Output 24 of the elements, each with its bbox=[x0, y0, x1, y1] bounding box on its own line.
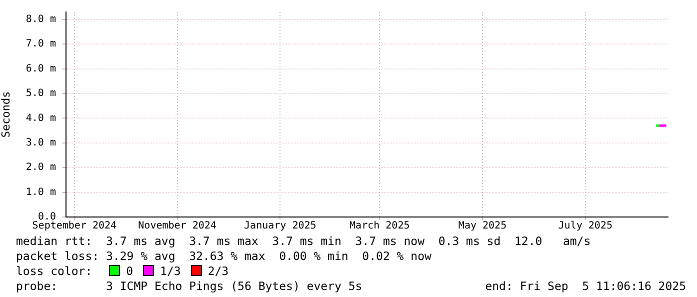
y-tick-label: 1.0 m bbox=[26, 186, 56, 198]
legend-title: loss color: bbox=[16, 264, 94, 278]
x-tick-label: March 2025 bbox=[350, 220, 410, 232]
y-tick-label: 0.0 bbox=[38, 212, 56, 223]
y-tick-label: 3.0 m bbox=[26, 137, 56, 148]
y-axis-title: Seconds bbox=[0, 91, 12, 138]
y-tick-label: 6.0 m bbox=[26, 63, 56, 74]
legend-label: 1/3 bbox=[160, 264, 181, 278]
y-tick-label: 2.0 m bbox=[26, 162, 56, 174]
text: end: Fri Sep 5 11:06:16 2025 bbox=[485, 279, 686, 294]
text: median rtt: 3.7 ms avg 3.7 ms max 3.7 ms min 3.7 ms now 0.3 ms sd 12.0 am/s bbox=[16, 234, 592, 249]
y-tick-label: 7.0 m bbox=[26, 38, 56, 50]
x-tick-label: January 2025 bbox=[244, 220, 316, 232]
legend-label: 2/3 bbox=[208, 264, 229, 278]
y-tick-label: 4.0 m bbox=[26, 112, 56, 124]
x-tick-label: November 2024 bbox=[138, 220, 216, 232]
x-tick-label: September 2024 bbox=[32, 220, 117, 232]
text: probe: 3 ICMP Echo Pings (56 Bytes) every 5s bbox=[16, 279, 362, 294]
y-tick-label: 5.0 m bbox=[26, 88, 56, 100]
legend-label: 0 bbox=[126, 264, 134, 278]
x-tick-label: May 2025 bbox=[458, 220, 507, 232]
text: packet loss: 3.29 % avg 32.63 % max 0.00 % min 0.02 % now bbox=[16, 249, 432, 264]
x-tick-label: July 2025 bbox=[558, 220, 612, 232]
y-tick-label: 8.0 m bbox=[26, 14, 56, 26]
